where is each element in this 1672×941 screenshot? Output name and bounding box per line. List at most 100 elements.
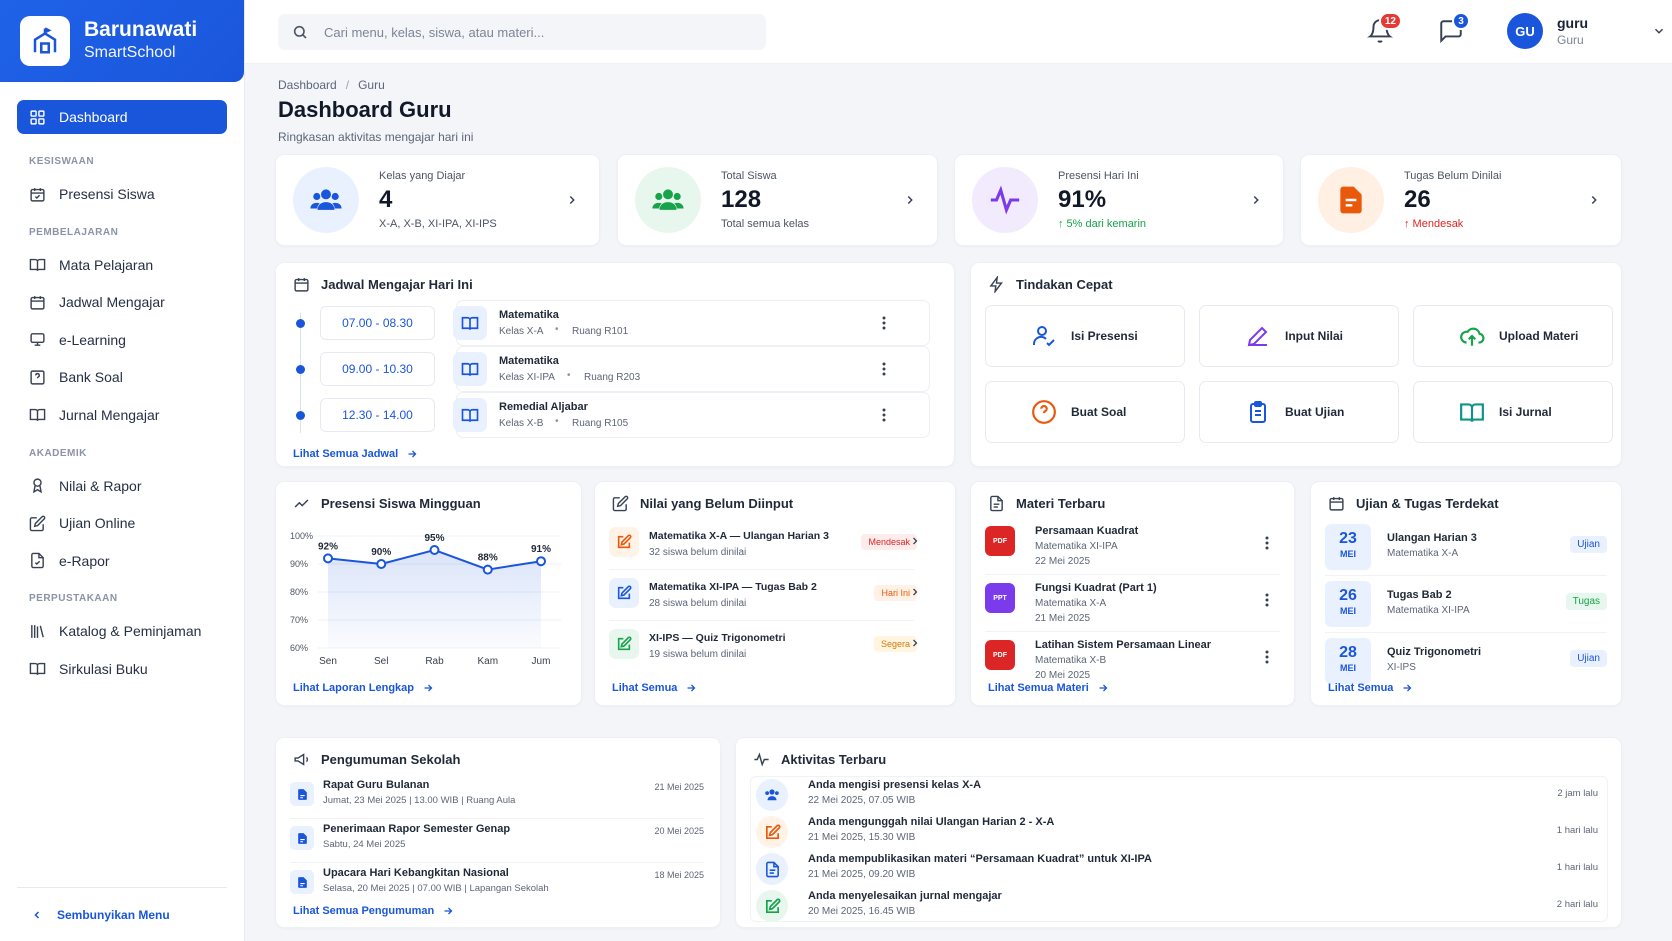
see-all-announcements-link[interactable]: Lihat Semua Pengumuman — [293, 905, 454, 917]
activity-ago: 2 jam lalu — [1557, 788, 1598, 799]
file-type-label: PDF — [993, 651, 1007, 659]
quick-action-upload-materi-button[interactable]: Upload Materi — [1413, 305, 1613, 367]
exam-class: Matematika X-A — [1387, 548, 1459, 559]
card-title: Tindakan Cepat — [988, 276, 1113, 293]
search-input[interactable] — [324, 24, 744, 40]
activity-list — [750, 776, 1608, 922]
stat-card-kelas[interactable]: Kelas yang Diajar 4 X-A, X-B, XI-IPA, XI-I… — [275, 154, 600, 246]
data-point — [376, 559, 387, 569]
quick-action-label: Upload Materi — [1499, 329, 1579, 343]
sidebar-item-jurnal[interactable]: Jurnal Mengajar — [17, 398, 227, 432]
announcement-title: Penerimaan Rapor Semester Genap — [323, 823, 511, 835]
more-options-icon[interactable] — [1265, 536, 1269, 550]
schedule-row[interactable]: Matematika Kelas XI-IPA • Ruang R203 — [453, 346, 930, 392]
activity-row[interactable]: Anda menyelesaikan jurnal mengajar 20 Mei… — [750, 887, 1608, 923]
activity-ago: 2 hari lalu — [1556, 899, 1598, 910]
edit-icon — [612, 495, 629, 512]
activity-row[interactable]: Anda mengunggah nilai Ulangan Harian 2 -… — [750, 813, 1608, 849]
exam-type-badge: Tugas — [1565, 593, 1607, 610]
stat-sub: X-A, X-B, XI-IPA, XI-IPS — [379, 218, 497, 230]
schedule-subject: Matematika — [499, 355, 559, 367]
date-day: 23 — [1339, 530, 1357, 547]
edit-icon — [609, 578, 639, 608]
see-full-report-link[interactable]: Lihat Laporan Lengkap — [293, 682, 434, 694]
stat-card-tugas[interactable]: Tugas Belum Dinilai 26 ↑ Mendesak — [1300, 154, 1622, 246]
sidebar-item-mata-pelajaran[interactable]: Mata Pelajaran — [17, 248, 227, 282]
sidebar-item-erapor[interactable]: e-Rapor — [17, 544, 227, 578]
see-all-schedule-link[interactable]: Lihat Semua Jadwal — [293, 448, 418, 460]
award-icon — [32, 478, 43, 494]
sidebar-item-ujian-online[interactable]: Ujian Online — [17, 506, 227, 540]
announcement-row[interactable]: Rapat Guru Bulanan Jumat, 23 Mei 2025 | 1… — [290, 776, 704, 816]
announcement-row[interactable]: Penerimaan Rapor Semester Genap Sabtu, 24… — [290, 820, 704, 860]
quick-action-input-nilai-button[interactable]: Input Nilai — [1199, 305, 1399, 367]
more-options-icon[interactable] — [882, 408, 886, 422]
upcoming-exam-row[interactable]: 28 MEI Quiz Trigonometri XI-IPS Ujian — [1325, 636, 1607, 686]
see-all-materials-link[interactable]: Lihat Semua Materi — [988, 682, 1109, 694]
see-all-grades-link[interactable]: Lihat Semua — [612, 682, 697, 694]
sidebar-item-nilai-rapor[interactable]: Nilai & Rapor — [17, 469, 227, 503]
chevron-right-icon — [907, 195, 913, 205]
question-icon — [1031, 399, 1057, 425]
date-day: 26 — [1339, 587, 1357, 604]
sidebar-item-katalog[interactable]: Katalog & Peminjaman — [17, 614, 227, 648]
see-all-exams-link[interactable]: Lihat Semua — [1328, 682, 1413, 694]
quick-action-buat-ujian-button[interactable]: Buat Ujian — [1199, 381, 1399, 443]
sidebar-item-jadwal[interactable]: Jadwal Mengajar — [17, 285, 227, 319]
upcoming-exam-row[interactable]: 23 MEI Ulangan Harian 3 Matematika X-A Ujian — [1325, 522, 1607, 572]
activity-row[interactable]: Anda mempublikasikan materi “Persamaan K… — [750, 850, 1608, 886]
sidebar-item-dashboard[interactable]: Dashboard — [17, 100, 227, 134]
date-month: MEI — [1339, 606, 1356, 616]
calendar-icon — [1329, 497, 1344, 511]
grade-subtitle: 19 siswa belum dinilai — [649, 649, 747, 660]
chevron-right-icon — [1253, 195, 1259, 205]
upcoming-exam-row[interactable]: 26 MEI Tugas Bab 2 Matematika XI-IPA Tugas — [1325, 579, 1607, 629]
material-row[interactable]: PDF Latihan Sistem Persamaan Linear Matema… — [985, 636, 1280, 686]
user-name: guru — [1557, 15, 1589, 31]
exams-title: Ujian & Tugas Terdekat — [1356, 496, 1499, 511]
quick-action-isi-jurnal-button[interactable]: Isi Jurnal — [1413, 381, 1613, 443]
card-title: Aktivitas Terbaru — [753, 751, 886, 768]
breadcrumb-dashboard[interactable]: Dashboard — [278, 78, 337, 92]
quick-action-buat-soal-button[interactable]: Buat Soal — [985, 381, 1185, 443]
schedule-row[interactable]: Matematika Kelas X-A • Ruang R101 — [453, 300, 930, 346]
user-menu[interactable]: GU guru Guru — [1507, 13, 1666, 49]
file-text-icon — [990, 495, 1003, 512]
more-options-icon[interactable] — [1265, 593, 1269, 607]
arrow-right-icon — [1099, 684, 1108, 692]
schedule-row[interactable]: Remedial Aljabar Kelas X-B • Ruang R105 — [453, 392, 930, 438]
schedule-room: Ruang R105 — [572, 418, 629, 429]
activity-title: Anda mengunggah nilai Ulangan Harian 2 -… — [808, 816, 1055, 828]
separator-dot: • — [567, 370, 571, 381]
hide-menu-button[interactable]: Sembunyikan Menu — [17, 887, 227, 941]
brand-header[interactable]: Barunawati SmartSchool — [0, 0, 244, 82]
activity-row[interactable]: Anda mengisi presensi kelas X-A 22 Mei 20… — [750, 776, 1608, 812]
more-options-icon[interactable] — [882, 316, 886, 330]
activity-title: Anda mempublikasikan materi “Persamaan K… — [808, 853, 1152, 865]
stat-card-presensi[interactable]: Presensi Hari Ini 91% ↑ 5% dari kemarin — [954, 154, 1284, 246]
quick-action-isi-presensi-button[interactable]: Isi Presensi — [985, 305, 1185, 367]
x-tick-label: Sen — [319, 656, 337, 667]
sidebar-item-sirkulasi[interactable]: Sirkulasi Buku — [17, 652, 227, 686]
more-options-icon[interactable] — [1265, 650, 1269, 664]
material-row[interactable]: PDF Persamaan Kuadrat Matematika XI-IPA 22 … — [985, 522, 1280, 572]
messages-button[interactable]: 3 — [1438, 12, 1470, 44]
notification-button[interactable]: 12 — [1367, 12, 1402, 44]
grade-title: XI-IPS — Quiz Trigonometri — [649, 632, 786, 644]
material-row[interactable]: PPT Fungsi Kuadrat (Part 1) Matematika X-A… — [985, 579, 1280, 629]
arrow-right-icon — [444, 907, 453, 915]
y-tick-label: 100% — [290, 531, 313, 541]
book-open-icon — [29, 409, 46, 422]
edit-icon — [756, 816, 788, 848]
pending-grade-row[interactable]: Matematika X-A — Ulangan Harian 3 32 sisw… — [609, 522, 918, 566]
data-point — [536, 556, 546, 567]
search-bar[interactable] — [278, 14, 766, 50]
more-options-icon[interactable] — [882, 362, 886, 376]
pending-grade-row[interactable]: Matematika XI-IPA — Tugas Bab 2 28 siswa … — [609, 573, 918, 617]
sidebar-item-elearning[interactable]: e-Learning — [17, 323, 227, 357]
sidebar-item-presensi[interactable]: Presensi Siswa — [17, 177, 227, 211]
stat-card-siswa[interactable]: Total Siswa 128 Total semua kelas — [617, 154, 938, 246]
sidebar-item-bank-soal[interactable]: Bank Soal — [17, 360, 227, 394]
pending-grade-row[interactable]: XI-IPS — Quiz Trigonometri 19 siswa belum… — [609, 624, 918, 668]
announcement-row[interactable]: Upacara Hari Kebangkitan Nasional Selasa,… — [290, 864, 704, 904]
